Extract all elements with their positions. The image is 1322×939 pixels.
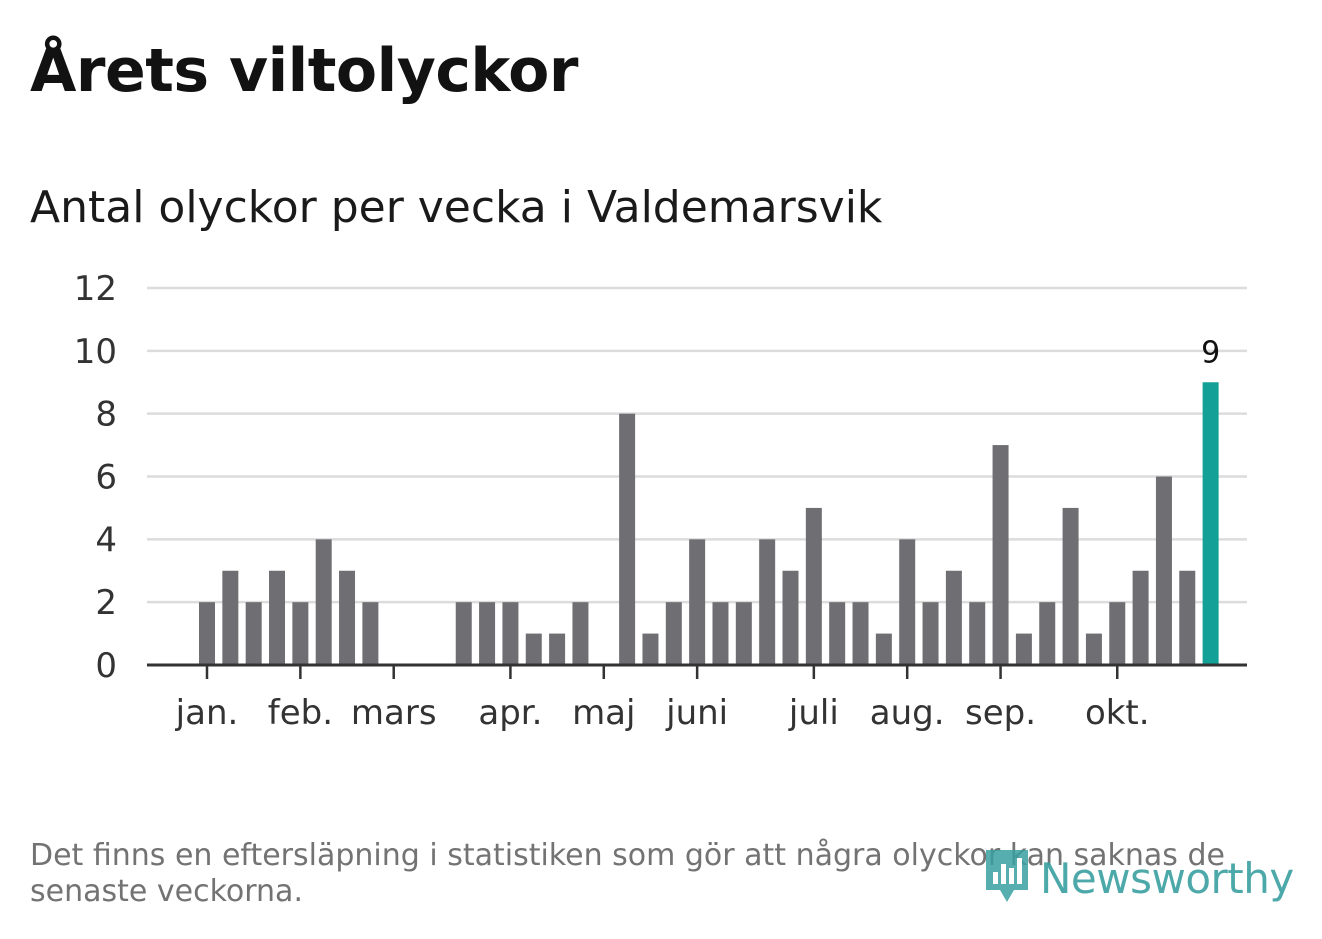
y-tick-label: 0: [95, 646, 117, 686]
newsworthy-logo-icon: [986, 850, 1028, 902]
bar: [852, 602, 869, 665]
bar: [222, 570, 239, 665]
chart-title: Årets viltolyckor: [30, 36, 579, 106]
bar: [1109, 602, 1126, 665]
bar: [479, 602, 496, 665]
x-axis: [147, 663, 1247, 679]
y-tick-label: 4: [95, 520, 117, 560]
bar: [245, 602, 262, 665]
bar: [735, 602, 752, 665]
bar: [945, 570, 962, 665]
x-tick-label: juli: [788, 693, 839, 733]
y-tick-label: 2: [95, 583, 117, 623]
bar: [805, 507, 822, 665]
bar: [572, 602, 589, 665]
bar: [922, 602, 939, 665]
brand-name: Newsworthy: [1040, 853, 1294, 903]
bar: [525, 633, 542, 665]
bar: [969, 602, 986, 665]
x-tick-label: mars: [351, 693, 437, 733]
highlight-value-label: 9: [1201, 335, 1220, 370]
x-tick-label: apr.: [478, 693, 542, 733]
bar: [1155, 476, 1172, 665]
bar: [642, 633, 659, 665]
bar: [899, 539, 916, 665]
bar: [875, 633, 892, 665]
bar: [782, 570, 799, 665]
bar: [1179, 570, 1196, 665]
bar: [712, 602, 729, 665]
x-tick-label: jan.: [175, 693, 239, 733]
bar: [759, 539, 776, 665]
bar: [292, 602, 309, 665]
bars: [199, 382, 1219, 665]
bar: [829, 602, 846, 665]
x-tick-label: maj: [572, 693, 635, 733]
y-tick-label: 10: [74, 332, 117, 372]
bar-chart: 0 2 4 6 8 10 12 jan. feb. mars apr. maj juni juli aug…: [74, 269, 1247, 733]
bar: [269, 570, 286, 665]
bar: [315, 539, 332, 665]
annotations: 9: [1201, 335, 1220, 370]
bar: [1085, 633, 1102, 665]
bar: [362, 602, 379, 665]
bar: [339, 570, 356, 665]
bar: [665, 602, 682, 665]
x-tick-label: aug.: [870, 693, 945, 733]
bar: [502, 602, 519, 665]
y-tick-label: 8: [95, 395, 117, 435]
bar: [992, 445, 1009, 665]
bar: [1062, 507, 1079, 665]
y-axis-labels: 0 2 4 6 8 10 12: [74, 269, 117, 686]
highlight-bar: [1202, 382, 1219, 665]
x-tick-label: juni: [665, 693, 728, 733]
bar: [549, 633, 566, 665]
x-tick-label: feb.: [268, 693, 333, 733]
bar: [199, 602, 215, 665]
bar: [1015, 633, 1032, 665]
bar: [619, 413, 636, 665]
brand[interactable]: Newsworthy: [982, 846, 1294, 910]
chart-subtitle: Antal olyckor per vecka i Valdemarsvik: [30, 182, 883, 233]
x-axis-labels: jan. feb. mars apr. maj juni juli aug. sep. okt.: [175, 693, 1150, 733]
y-tick-label: 12: [74, 269, 117, 309]
bar: [1132, 570, 1149, 665]
x-tick-label: sep.: [965, 693, 1036, 733]
bar: [689, 539, 706, 665]
y-tick-label: 6: [95, 458, 117, 498]
bar: [455, 602, 472, 665]
x-tick-label: okt.: [1085, 693, 1150, 733]
bar: [1039, 602, 1056, 665]
